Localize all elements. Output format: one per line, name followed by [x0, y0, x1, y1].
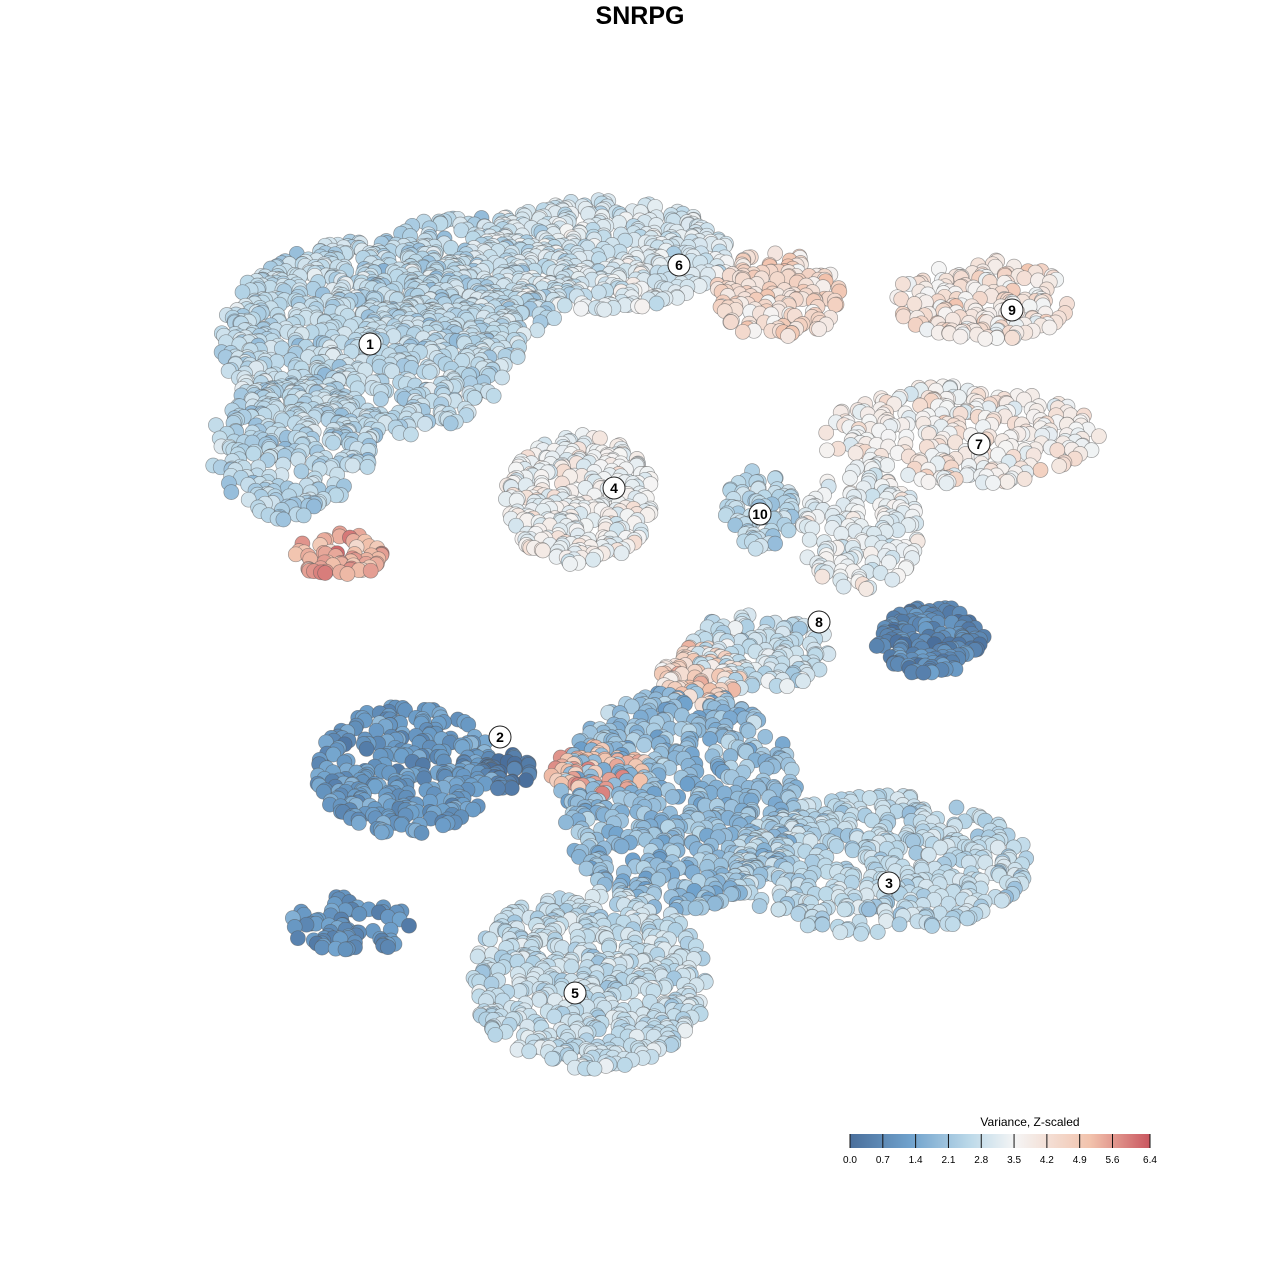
cell-point	[546, 310, 562, 327]
cell-point	[723, 314, 739, 330]
cell-point	[770, 901, 787, 918]
cell-point	[509, 349, 526, 365]
cell-points	[205, 192, 1107, 1077]
cell-point	[573, 300, 589, 317]
cell-point	[900, 467, 917, 483]
cell-point	[529, 322, 546, 339]
cell-point	[884, 571, 901, 588]
cell-point	[835, 578, 852, 595]
cell-point	[948, 799, 965, 816]
cell-point	[868, 638, 885, 654]
cell-point	[993, 892, 1010, 909]
cell-point	[906, 296, 923, 312]
cell-point	[814, 568, 831, 585]
cell-point	[613, 838, 630, 855]
cell-point	[344, 457, 361, 474]
cell-point	[613, 545, 630, 562]
cell-point	[295, 507, 312, 524]
cell-point	[664, 789, 681, 805]
cell-point	[734, 323, 751, 340]
cell-point	[317, 565, 333, 581]
cell-point	[636, 737, 652, 753]
cell-point	[293, 463, 310, 480]
cell-point	[421, 364, 438, 380]
cell-point	[779, 678, 795, 695]
cell-point	[842, 470, 858, 486]
cell-point	[818, 424, 835, 441]
cell-point	[977, 330, 994, 347]
cell-point	[413, 825, 430, 841]
cell-point	[706, 895, 723, 912]
cell-point	[895, 276, 911, 292]
cell-point	[358, 741, 375, 757]
cell-point	[245, 445, 262, 462]
cell-point	[325, 434, 341, 451]
cell-point	[339, 566, 356, 582]
cell-point	[952, 328, 969, 345]
cell-point	[1051, 458, 1068, 474]
cell-point	[795, 673, 811, 690]
cell-point	[836, 901, 853, 918]
cell-point	[767, 535, 783, 552]
cell-point	[985, 475, 1001, 491]
cell-point	[938, 475, 955, 492]
cell-point	[920, 474, 937, 490]
cell-point	[535, 542, 551, 559]
cell-point	[585, 551, 601, 568]
cell-point	[417, 416, 433, 432]
cell-point	[780, 328, 796, 344]
cell-point	[648, 295, 665, 312]
chart-title: SNRPG	[595, 2, 685, 30]
cell-point	[847, 445, 864, 462]
cell-point	[562, 556, 578, 572]
cell-point	[362, 562, 379, 579]
cell-point	[223, 484, 240, 500]
cell-point	[556, 297, 573, 314]
cell-point	[801, 531, 818, 548]
cell-point	[915, 664, 932, 681]
cell-point	[1041, 319, 1058, 336]
cell-point	[751, 898, 768, 914]
cell-point	[1091, 428, 1107, 445]
cell-point	[1016, 270, 1033, 287]
cell-point	[485, 387, 502, 404]
cell-point	[1032, 462, 1049, 478]
cell-point	[442, 415, 459, 432]
cell-point	[780, 522, 797, 539]
cell-point	[503, 780, 520, 796]
cell-point	[490, 780, 506, 797]
cell-point	[1004, 330, 1021, 346]
cell-point	[861, 901, 877, 918]
cell-point	[747, 540, 764, 557]
cell-point	[351, 815, 367, 831]
cell-point	[858, 581, 875, 597]
cell-point	[596, 301, 613, 318]
cell-point	[999, 473, 1016, 490]
cell-point	[879, 457, 896, 474]
cell-point	[634, 298, 651, 315]
cell-point	[1016, 471, 1033, 487]
cell-point	[518, 772, 534, 789]
cell-point	[275, 511, 292, 528]
cell-point	[435, 817, 451, 834]
cell-point	[811, 321, 827, 337]
cell-point	[819, 442, 835, 459]
cell-point	[494, 369, 510, 386]
cell-point	[373, 391, 389, 408]
cell-point	[403, 426, 419, 443]
cell-point	[578, 860, 595, 877]
cell-point	[558, 814, 574, 831]
cell-point	[687, 900, 704, 917]
cell-point	[893, 291, 910, 308]
cell-point	[359, 459, 376, 475]
cell-point	[373, 824, 390, 841]
